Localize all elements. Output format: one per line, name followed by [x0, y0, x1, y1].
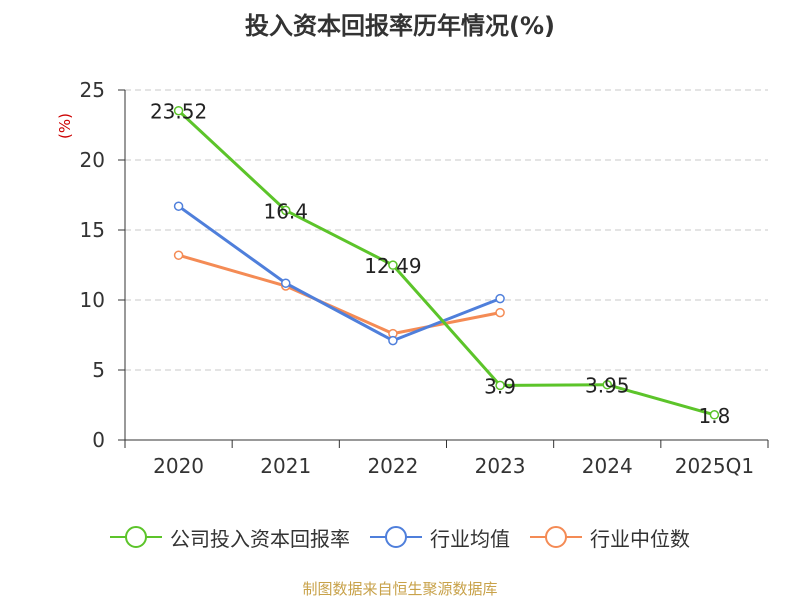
data-label: 1.8 — [699, 404, 731, 428]
x-tick-label: 2023 — [475, 454, 526, 478]
y-tick-label: 0 — [92, 428, 105, 452]
legend-item-industry-mean[interactable]: 行业均值 — [370, 523, 510, 552]
data-point-company — [173, 105, 184, 116]
data-point-company — [388, 260, 398, 270]
legend-marker-icon — [530, 526, 582, 548]
data-point-industry-mean — [173, 201, 184, 211]
x-tick-label: 2020 — [153, 454, 204, 478]
x-tick-label: 2024 — [582, 454, 633, 478]
data-label: 16.4 — [263, 199, 308, 223]
y-tick-label: 5 — [92, 358, 105, 382]
data-label: 23.52 — [150, 100, 207, 124]
data-point-company — [709, 410, 720, 420]
legend-item-company[interactable]: 公司投入资本回报率 — [110, 523, 350, 552]
y-tick-label: 10 — [80, 288, 105, 312]
y-tick-label: 20 — [80, 148, 105, 172]
data-point-industry-mean — [281, 278, 291, 288]
data-point-company — [602, 379, 612, 390]
y-axis-label: (%) — [56, 113, 74, 139]
source-note: 制图数据来自恒生聚源数据库 — [302, 580, 498, 598]
data-label: 3.9 — [484, 374, 516, 398]
x-tick-label: 2021 — [260, 454, 311, 478]
legend-label: 行业中位数 — [590, 526, 690, 551]
legend-marker-icon — [110, 526, 162, 548]
y-tick-label: 25 — [80, 78, 105, 102]
series-line-industry-mean — [177, 204, 501, 343]
series-line-industry-median — [178, 253, 501, 336]
data-point-industry-mean — [495, 293, 505, 304]
data-label: 12.49 — [364, 254, 421, 278]
x-tick-label: 2022 — [367, 454, 418, 478]
series-line-company — [177, 109, 715, 417]
data-point-company — [495, 380, 505, 391]
legend-item-industry-median[interactable]: 行业中位数 — [530, 523, 690, 552]
data-point-company — [281, 205, 291, 216]
data-label: 3.95 — [585, 374, 630, 398]
chart-title: 投入资本回报率历年情况(%) — [245, 12, 555, 40]
legend-label: 公司投入资本回报率 — [170, 526, 350, 551]
data-point-industry-median — [173, 250, 184, 260]
legend: 公司投入资本回报率 行业均值 行业中位数 — [0, 520, 800, 554]
y-tick-label: 15 — [80, 218, 105, 242]
legend-marker-icon — [370, 526, 422, 548]
legend-label: 行业均值 — [430, 526, 510, 551]
data-point-industry-mean — [388, 335, 398, 346]
x-tick-label: 2025Q1 — [675, 454, 754, 478]
data-point-industry-median — [495, 307, 505, 318]
